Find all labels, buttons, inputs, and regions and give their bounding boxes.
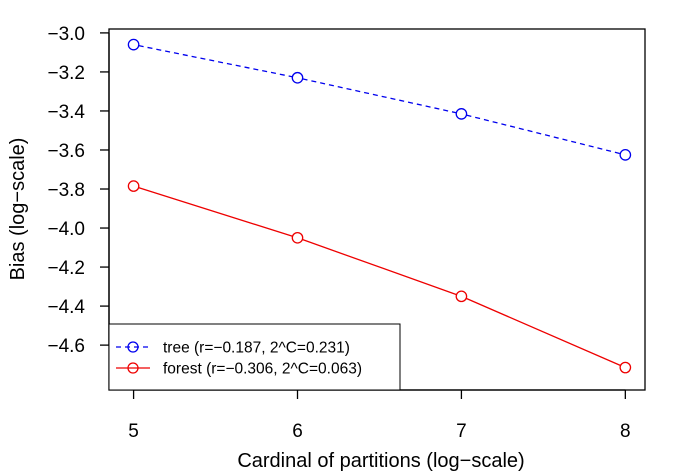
series-tree-segment (302, 78, 457, 114)
legend: tree (r=−0.187, 2^C=0.231) forest (r=−0.… (108, 323, 401, 391)
series-forest-point (127, 180, 140, 192)
y-tick-label: −4.4 (47, 297, 85, 318)
y-tick-label: −3.4 (47, 102, 85, 123)
x-axis-title: Cardinal of partitions (log−scale) (237, 450, 524, 472)
series-forest-point (455, 290, 468, 303)
y-axis: −3.0 −3.2 −3.4 −3.6 −3.8 −4.0 −4.2 −4.4 −4.6 (47, 24, 110, 357)
x-tick-label: 8 (620, 421, 631, 442)
series-forest-segment (138, 187, 293, 237)
y-tick-label: −3.8 (47, 180, 85, 201)
series-layer (127, 38, 632, 374)
series-forest-segment (465, 297, 621, 367)
series-forest-point (619, 361, 632, 374)
legend-entry-tree: tree (r=−0.187, 2^C=0.231) (116, 340, 350, 357)
series-tree-segment (138, 45, 293, 78)
y-tick-label: −3.2 (47, 63, 85, 84)
y-tick-label: −4.6 (47, 336, 85, 357)
x-axis: 5 6 7 8 (128, 389, 631, 442)
legend-box (108, 323, 401, 391)
legend-marker-forest (127, 362, 139, 374)
x-tick-label: 7 (456, 421, 467, 442)
series-forest-point (291, 231, 304, 244)
y-tick-label: −3.0 (47, 24, 85, 45)
y-tick-label: −3.6 (47, 141, 85, 162)
y-tick-label: −4.2 (47, 258, 85, 279)
legend-entry-forest: forest (r=−0.306, 2^C=0.063) (116, 361, 362, 378)
x-tick-label: 6 (292, 421, 303, 442)
series-tree-point (455, 108, 468, 120)
series-forest (127, 180, 632, 374)
legend-marker-tree (127, 341, 139, 353)
x-tick-label: 5 (128, 421, 139, 442)
legend-label-forest: forest (r=−0.306, 2^C=0.063) (163, 361, 362, 378)
legend-label-tree: tree (r=−0.187, 2^C=0.231) (163, 340, 350, 357)
series-tree-point (127, 38, 140, 51)
y-axis-title: Bias (log−scale) (7, 138, 29, 281)
series-tree (127, 38, 632, 161)
series-tree-point (291, 71, 304, 84)
y-tick-label: −4.0 (47, 219, 85, 240)
series-tree-segment (466, 114, 621, 155)
series-forest-segment (302, 238, 457, 296)
series-tree-point (619, 149, 632, 161)
